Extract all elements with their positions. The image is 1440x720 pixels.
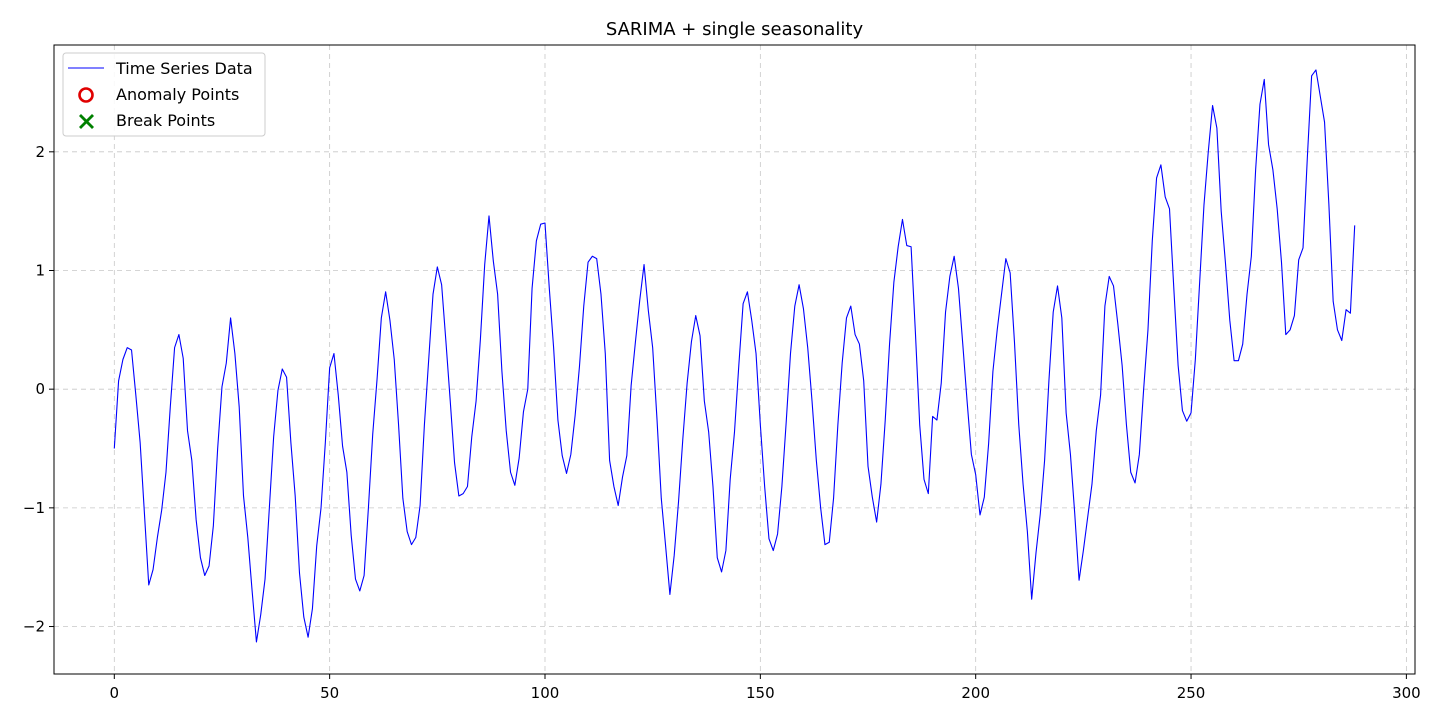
legend-break-marker-icon xyxy=(79,114,94,129)
x-tick-label: 0 xyxy=(110,684,120,702)
legend-label-anomaly: Anomaly Points xyxy=(116,85,239,104)
y-axis: −2 −1 0 1 2 xyxy=(23,143,54,636)
x-tick-label: 150 xyxy=(746,684,775,702)
legend-label-series: Time Series Data xyxy=(115,59,253,78)
x-tick-label: 200 xyxy=(961,684,990,702)
legend-box xyxy=(62,52,266,137)
series-layer xyxy=(113,69,1356,643)
y-tick-label: 2 xyxy=(35,143,45,161)
y-tick-label: 1 xyxy=(35,261,45,279)
x-tick-label: 50 xyxy=(320,684,339,702)
legend-label-break: Break Points xyxy=(116,111,215,130)
x-axis: 0 50 100 150 200 250 300 xyxy=(110,674,1421,702)
x-tick-label: 250 xyxy=(1177,684,1206,702)
legend-anomaly-marker-icon xyxy=(78,87,94,103)
x-tick-label: 100 xyxy=(531,684,560,702)
series-line-time-series-data xyxy=(113,69,1356,643)
x-tick-label: 300 xyxy=(1392,684,1421,702)
grid xyxy=(54,45,1415,674)
legend: Time Series Data Anomaly Points Break Po… xyxy=(62,52,266,137)
plot-frame xyxy=(53,44,1416,675)
y-tick-label: −1 xyxy=(23,499,45,517)
chart-title: SARIMA + single seasonality xyxy=(606,19,864,40)
y-tick-label: −2 xyxy=(23,618,45,636)
y-tick-label: 0 xyxy=(35,380,45,398)
